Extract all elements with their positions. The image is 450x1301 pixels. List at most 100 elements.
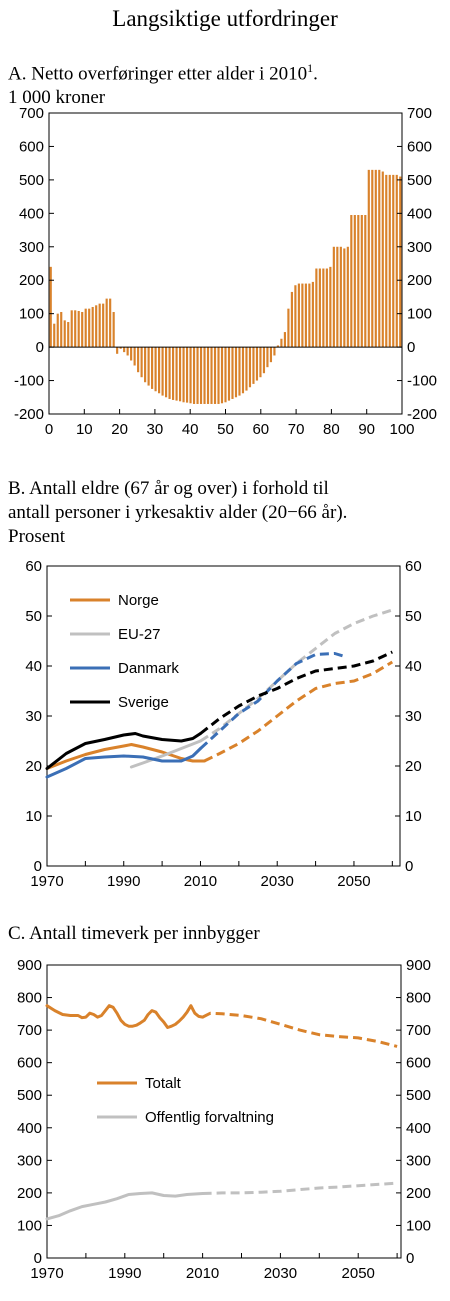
x-tick-label: 2050 bbox=[337, 873, 370, 890]
panel-b-title: B. Antall eldre (67 år og over) i forhol… bbox=[8, 477, 347, 549]
bar bbox=[74, 310, 77, 348]
y-tick-label-right: 700 bbox=[407, 105, 432, 122]
y-tick-label-right: 50 bbox=[405, 608, 422, 625]
bar bbox=[70, 310, 73, 348]
x-tick-label: 70 bbox=[288, 421, 305, 438]
panel-a-unit: 1 000 kroner bbox=[8, 87, 106, 109]
x-tick-label: 2050 bbox=[342, 1265, 375, 1282]
x-tick-label: 30 bbox=[147, 421, 164, 438]
bar bbox=[161, 347, 164, 396]
bar bbox=[374, 169, 377, 348]
bar bbox=[203, 347, 206, 404]
y-tick-label-left: 100 bbox=[17, 1217, 42, 1234]
y-tick-label-right: 200 bbox=[406, 1185, 431, 1202]
x-tick-label: 2030 bbox=[264, 1265, 297, 1282]
y-tick-label-right: 800 bbox=[406, 990, 431, 1007]
y-tick-label-left: 700 bbox=[17, 1022, 42, 1039]
bar bbox=[178, 347, 182, 402]
bar bbox=[353, 215, 356, 348]
bar bbox=[287, 308, 290, 348]
bar bbox=[388, 174, 391, 348]
bar bbox=[301, 283, 304, 348]
y-tick-label-left: 40 bbox=[25, 658, 42, 675]
bar bbox=[109, 298, 112, 348]
x-tick-label: 2030 bbox=[261, 873, 294, 890]
bar bbox=[165, 347, 168, 398]
bar bbox=[91, 306, 94, 348]
y-tick-label-left: 300 bbox=[17, 1152, 42, 1169]
bar bbox=[151, 347, 154, 389]
bar bbox=[154, 347, 157, 392]
bar bbox=[238, 347, 241, 396]
y-tick-label-left: 400 bbox=[17, 1120, 42, 1137]
x-tick-label: 1990 bbox=[107, 873, 140, 890]
series-line-danmark bbox=[45, 747, 202, 779]
bar bbox=[147, 347, 150, 386]
y-tick-label-right: 0 bbox=[406, 1250, 414, 1267]
y-tick-label-left: 600 bbox=[19, 138, 44, 155]
series-line-offentlig-forvaltning bbox=[45, 1191, 205, 1221]
bar bbox=[53, 323, 56, 348]
bar bbox=[77, 310, 80, 348]
y-tick-label-left: -100 bbox=[14, 373, 44, 390]
y-tick-label-right: 300 bbox=[407, 239, 432, 256]
series-projection-norge bbox=[203, 660, 394, 763]
x-tick-label: 50 bbox=[217, 421, 234, 438]
y-tick-label-left: 300 bbox=[19, 239, 44, 256]
bar bbox=[133, 347, 136, 366]
x-tick-label: 90 bbox=[358, 421, 375, 438]
plot-frame bbox=[46, 964, 402, 1259]
x-tick-label: 40 bbox=[182, 421, 199, 438]
bar bbox=[336, 246, 339, 348]
series-line-eu-27 bbox=[129, 739, 202, 769]
bar bbox=[213, 347, 217, 404]
bar bbox=[283, 332, 286, 348]
bar bbox=[81, 311, 84, 348]
y-tick-label-right: 200 bbox=[407, 272, 432, 289]
bar bbox=[322, 268, 325, 348]
y-tick-label-left: 30 bbox=[25, 708, 42, 725]
y-tick-label-left: 200 bbox=[17, 1185, 42, 1202]
bar bbox=[217, 347, 220, 404]
y-tick-label-right: 700 bbox=[406, 1022, 431, 1039]
bar bbox=[227, 347, 231, 401]
x-tick-label: 10 bbox=[76, 421, 93, 438]
x-tick-label: 100 bbox=[389, 421, 414, 438]
bar bbox=[304, 283, 307, 348]
y-tick-label-left: 500 bbox=[19, 172, 44, 189]
y-tick-label-left: 10 bbox=[25, 808, 42, 825]
bar bbox=[168, 347, 171, 399]
bar bbox=[119, 347, 122, 349]
bar bbox=[196, 347, 199, 404]
bar bbox=[189, 347, 192, 404]
legend-label-totalt: Totalt bbox=[145, 1075, 182, 1092]
bar bbox=[231, 347, 234, 399]
bar bbox=[84, 308, 87, 348]
y-tick-label-right: 400 bbox=[406, 1120, 431, 1137]
panel-a-footnote-marker: 1 bbox=[307, 61, 314, 75]
series-projection-totalt bbox=[201, 1011, 398, 1048]
y-tick-label-left: 600 bbox=[17, 1055, 42, 1072]
y-tick-label-left: 20 bbox=[25, 758, 42, 775]
y-tick-label-right: 900 bbox=[406, 957, 431, 974]
y-tick-label-left: 400 bbox=[19, 205, 44, 222]
bar bbox=[182, 347, 185, 403]
bar bbox=[385, 174, 388, 348]
bar bbox=[175, 347, 178, 401]
bar bbox=[67, 322, 70, 348]
bar bbox=[171, 347, 175, 400]
bar bbox=[137, 347, 140, 373]
y-tick-label-right: 10 bbox=[405, 808, 422, 825]
y-tick-label-right: 30 bbox=[405, 708, 422, 725]
bar bbox=[210, 347, 213, 404]
bar bbox=[276, 345, 280, 348]
bar bbox=[364, 215, 367, 348]
bar bbox=[123, 347, 126, 353]
panel-c-chart: 0 0 100 100 200 200 300 300 400 400 500 500 600 600 70… bbox=[17, 957, 431, 1282]
bar bbox=[367, 169, 370, 348]
legend-label-sverige: Sverige bbox=[118, 694, 169, 711]
bar bbox=[392, 174, 395, 348]
bar bbox=[126, 347, 129, 356]
bar bbox=[140, 347, 143, 378]
